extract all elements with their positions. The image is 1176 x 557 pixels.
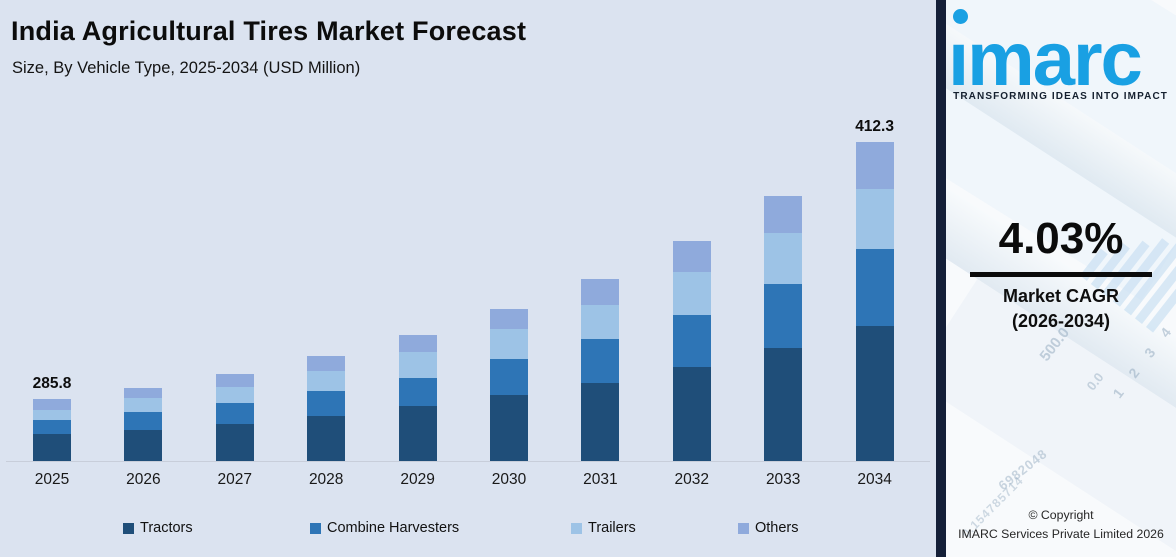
bar-2031-segment-tractors: [581, 383, 620, 461]
bar-2031-segment-combine-harvesters: [581, 339, 620, 383]
panel-left-border: [936, 0, 946, 557]
bar-2029-segment-combine-harvesters: [398, 378, 437, 406]
bar-2030-segment-combine-harvesters: [490, 359, 528, 395]
bar-2025-segment-others: [33, 399, 71, 410]
bar-2028-segment-combine-harvesters: [307, 391, 346, 416]
bar-2034-segment-others: [855, 142, 894, 189]
legend-label: Trailers: [588, 520, 636, 536]
cagr-value: 4.03%: [998, 214, 1124, 263]
chart-title: India Agricultural Tires Market Forecast: [11, 16, 527, 46]
bar-2034: [855, 142, 894, 461]
bar-2034-segment-trailers: [855, 189, 894, 249]
bar-2027-segment-trailers: [215, 387, 254, 403]
x-tick-2031: 2031: [583, 471, 618, 488]
x-axis-line: [6, 461, 930, 462]
bar-2029: [398, 335, 437, 461]
legend-marker-icon: [738, 522, 749, 534]
bar-2033-segment-combine-harvesters: [764, 284, 803, 348]
copyright: © Copyright IMARC Services Private Limit…: [946, 506, 1176, 544]
watermark-text: 0.0: [1083, 369, 1107, 394]
x-tick-2032: 2032: [674, 471, 710, 488]
bar-2032-segment-trailers: [672, 272, 711, 315]
bar-2025-segment-trailers: [33, 410, 71, 420]
bar-2031-segment-trailers: [581, 305, 620, 339]
x-tick-2034: 2034: [857, 471, 892, 488]
bar-2033-segment-others: [764, 196, 803, 233]
bar-2033-segment-tractors: [764, 348, 803, 461]
legend-item-tractors: Tractors: [123, 520, 193, 536]
bar-2030-segment-tractors: [490, 395, 528, 461]
legend-item-trailers: Trailers: [571, 520, 636, 536]
bar-2034-segment-combine-harvesters: [855, 249, 894, 326]
cagr-block: 4.03% Market CAGR (2026-2034): [946, 214, 1176, 332]
x-tick-2025: 2025: [34, 471, 70, 488]
bar-2026-segment-combine-harvesters: [124, 412, 163, 430]
logo-tagline: TRANSFORMING IDEAS INTO IMPACT: [953, 91, 1168, 102]
logo-wordmark: ımarc: [948, 17, 1143, 102]
watermark-text: 6982048: [995, 445, 1051, 494]
x-tick-2028: 2028: [308, 471, 344, 488]
chart-subtitle: Size, By Vehicle Type, 2025-2034 (USD Mi…: [12, 59, 361, 77]
bar-2027: [215, 374, 254, 461]
legend-item-combine-harvesters: Combine Harvesters: [310, 520, 459, 536]
bar-2032-segment-combine-harvesters: [672, 315, 711, 367]
bar-2028-segment-trailers: [307, 371, 346, 391]
copyright-line2: IMARC Services Private Limited 2026: [958, 527, 1164, 541]
bar-2033: [764, 196, 803, 461]
bar-2028-segment-tractors: [307, 416, 346, 461]
bar-2030: [490, 309, 528, 461]
value-label-2034: 412.3: [855, 118, 894, 135]
legend-label: Others: [755, 520, 799, 536]
bar-2029-segment-trailers: [398, 352, 437, 378]
bar-2027-segment-others: [215, 374, 254, 387]
bar-2025-segment-tractors: [33, 434, 71, 461]
chart-area: India Agricultural Tires Market Forecast…: [0, 0, 936, 557]
logo-i-dot-icon: [953, 9, 968, 24]
bar-2034-segment-tractors: [855, 326, 894, 461]
bar-2031-segment-others: [581, 279, 620, 305]
imarc-logo: ımarc: [948, 9, 1143, 102]
bar-2028: [307, 356, 346, 461]
x-tick-2026: 2026: [126, 471, 161, 488]
bar-2032: [672, 241, 711, 461]
cagr-divider: [970, 272, 1152, 277]
bar-2027-segment-combine-harvesters: [215, 403, 254, 424]
x-tick-2033: 2033: [765, 471, 801, 488]
legend-label: Combine Harvesters: [327, 520, 460, 536]
x-tick-2030: 2030: [491, 471, 527, 488]
bar-2030-segment-trailers: [490, 329, 528, 359]
bar-2026-segment-trailers: [124, 398, 163, 412]
brand-panel: 500.0 0.0 1 2 3 4 6982048 0.154785714 ımarc …: [936, 0, 1176, 557]
legend-label: Tractors: [140, 520, 193, 536]
bar-2025-segment-combine-harvesters: [33, 420, 71, 434]
bar-2032-segment-others: [672, 241, 711, 272]
bar-2027-segment-tractors: [215, 424, 254, 461]
bar-2026-segment-others: [124, 388, 163, 398]
copyright-line1: © Copyright: [1028, 508, 1094, 522]
legend-marker-icon: [123, 522, 134, 534]
bar-2033-segment-trailers: [764, 233, 803, 284]
bar-2025: [33, 399, 71, 461]
x-tick-2029: 2029: [400, 471, 435, 488]
bar-2026-segment-tractors: [124, 430, 163, 461]
legend-marker-icon: [571, 522, 582, 534]
bar-2032-segment-tractors: [672, 367, 711, 461]
bar-2029-segment-others: [398, 335, 437, 352]
bar-2029-segment-tractors: [398, 406, 437, 461]
bar-2028-segment-others: [307, 356, 346, 371]
x-tick-2027: 2027: [217, 471, 253, 488]
bar-2031: [581, 279, 620, 461]
legend-marker-icon: [310, 522, 321, 534]
bar-2026: [124, 388, 163, 461]
legend-item-others: Others: [738, 520, 799, 536]
cagr-label-line2: (2026-2034): [1011, 311, 1111, 331]
cagr-label-line1: Market CAGR: [1002, 286, 1120, 306]
value-label-2025: 285.8: [32, 375, 72, 392]
bar-2030-segment-others: [490, 309, 528, 329]
